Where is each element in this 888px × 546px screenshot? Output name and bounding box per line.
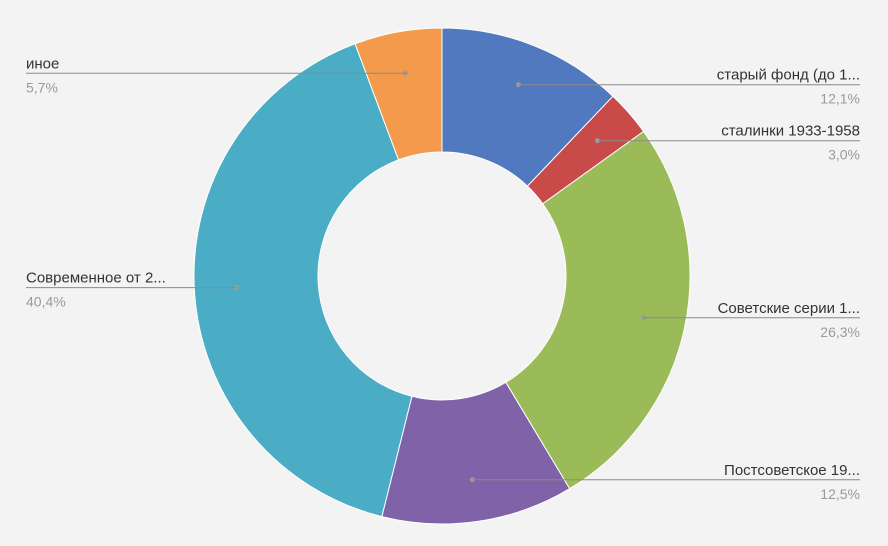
slices-layer [193,27,691,525]
donut-slice-4 [193,43,413,518]
donut-slice-5 [354,27,443,161]
slice-label-4: Современное от 2... [26,270,166,287]
slice-value-label-5: 5,7% [26,79,58,95]
slice-value-label-2: 26,3% [820,324,860,340]
slice-label-3: Постсоветское 19... [724,462,860,479]
leaders-layer [26,70,860,483]
slice-value-label-4: 40,4% [26,294,66,310]
slice-value-label-3: 12,5% [820,486,860,502]
slice-value-label-0: 12,1% [820,91,860,107]
slice-value-label-1: 3,0% [828,147,860,163]
slice-label-1: сталинки 1933-1958 [721,123,860,140]
slice-label-5: иное [26,55,59,72]
labels-layer: старый фонд (до 1... 12,1% сталинки 1933-1… [26,55,860,501]
slice-label-0: старый фонд (до 1... [717,67,860,84]
donut-slice-2 [505,130,691,490]
slice-label-2: Советские серии 1... [718,300,860,317]
